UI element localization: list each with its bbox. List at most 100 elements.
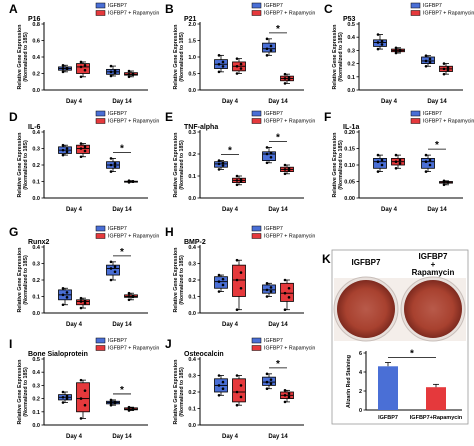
y-axis-label: Relative Gene Expression bbox=[17, 132, 23, 197]
y-tick-label: 0.0 bbox=[32, 311, 40, 317]
y-tick-label: 0.8 bbox=[32, 22, 40, 28]
data-point bbox=[235, 183, 239, 187]
data-point bbox=[239, 286, 243, 290]
y-tick-label: 2 bbox=[359, 389, 362, 395]
x-category-label: Day 4 bbox=[66, 434, 83, 440]
data-point bbox=[109, 64, 113, 68]
y-axis-label: Relative Gene Expression bbox=[332, 132, 338, 197]
data-point bbox=[127, 298, 131, 302]
data-point bbox=[221, 277, 225, 281]
legend-swatch bbox=[95, 233, 106, 239]
panel-c: C P53 Relative Gene Expression (Normalized … bbox=[324, 2, 474, 105]
panel-letter: J bbox=[165, 337, 172, 351]
box bbox=[76, 144, 90, 154]
data-point bbox=[65, 291, 69, 294]
y-tick-label: 0.4 bbox=[347, 35, 356, 41]
data-point bbox=[265, 372, 269, 376]
data-point bbox=[65, 394, 69, 398]
data-point bbox=[394, 167, 398, 170]
legend-label: IGFBP7 + Rapamycin bbox=[108, 346, 159, 352]
y-axis-label: Relative Gene Expression bbox=[17, 247, 23, 312]
y-tick-label: 0.4 bbox=[188, 245, 197, 251]
significance-star: * bbox=[276, 132, 280, 143]
significance-star: * bbox=[276, 359, 280, 370]
data-point bbox=[376, 160, 380, 163]
data-point bbox=[269, 156, 273, 159]
significance-star: * bbox=[120, 385, 124, 396]
image-label: Rapamycin bbox=[412, 268, 455, 277]
panel-letter: E bbox=[165, 110, 173, 124]
y-tick-label: 6 bbox=[359, 351, 362, 357]
data-point bbox=[424, 54, 428, 57]
data-point bbox=[221, 283, 225, 287]
data-point bbox=[109, 398, 113, 402]
significance-star: * bbox=[120, 247, 124, 258]
box bbox=[76, 382, 90, 413]
data-point bbox=[217, 394, 221, 397]
data-point bbox=[61, 143, 65, 147]
data-point bbox=[83, 145, 87, 149]
legend-swatch bbox=[95, 118, 106, 124]
data-point bbox=[221, 164, 225, 167]
x-category-label: IGFBP7 bbox=[378, 415, 398, 421]
panel-title: P21 bbox=[184, 16, 197, 23]
data-point bbox=[428, 158, 432, 162]
y-tick-label: 0.0 bbox=[32, 423, 40, 429]
y-tick-label: 0.0 bbox=[188, 423, 196, 429]
data-point bbox=[109, 401, 113, 404]
x-category-label: Day 4 bbox=[222, 207, 239, 213]
data-point bbox=[131, 407, 135, 410]
legend-swatch bbox=[410, 110, 421, 117]
box bbox=[214, 276, 228, 289]
x-category-label: Day 4 bbox=[222, 434, 239, 440]
legend-swatch bbox=[95, 2, 106, 9]
image-label: IGFBP7 bbox=[352, 258, 381, 267]
data-point bbox=[394, 51, 398, 55]
data-point bbox=[376, 33, 380, 36]
panel-letter: B bbox=[165, 2, 174, 16]
data-point bbox=[287, 395, 291, 399]
data-point bbox=[424, 170, 428, 173]
data-point bbox=[79, 147, 83, 150]
data-point bbox=[265, 54, 269, 57]
y-tick-label: 0.4 bbox=[32, 245, 41, 251]
box bbox=[373, 157, 387, 169]
y-tick-label: 0.10 bbox=[344, 163, 355, 169]
y-axis-label: (Normalized to 18S) bbox=[179, 367, 185, 417]
data-point bbox=[265, 282, 269, 285]
x-category-label: Day 14 bbox=[268, 322, 288, 328]
data-point bbox=[127, 73, 131, 76]
data-point bbox=[65, 150, 69, 154]
data-point bbox=[283, 77, 287, 80]
data-point bbox=[217, 168, 221, 171]
legend-label: IGFBP7 + Rapamycin bbox=[423, 119, 474, 125]
y-tick-label: 0.3 bbox=[32, 262, 40, 268]
data-point bbox=[79, 60, 83, 64]
data-point bbox=[79, 397, 83, 400]
y-tick-label: 1.0 bbox=[188, 55, 196, 61]
data-point bbox=[83, 299, 87, 302]
data-point bbox=[109, 70, 113, 74]
data-point bbox=[235, 403, 239, 407]
data-point bbox=[109, 267, 113, 270]
panel-j: J Osteocalcin Relative Gene Expression (Nor… bbox=[165, 337, 315, 440]
data-point bbox=[83, 403, 87, 407]
box bbox=[214, 161, 228, 168]
data-point bbox=[424, 59, 428, 63]
data-point bbox=[394, 160, 398, 163]
x-category-label: Day 14 bbox=[112, 434, 132, 440]
y-tick-label: 0.1 bbox=[32, 410, 40, 416]
legend-swatch bbox=[95, 225, 106, 232]
data-point bbox=[61, 286, 65, 290]
data-point bbox=[235, 308, 239, 312]
y-tick-label: 0.1 bbox=[188, 407, 196, 413]
y-tick-label: 0.1 bbox=[32, 180, 40, 186]
panel-k-frame bbox=[331, 249, 469, 425]
data-point bbox=[65, 397, 69, 400]
data-point bbox=[269, 290, 273, 293]
data-point bbox=[376, 153, 380, 157]
data-point bbox=[283, 394, 287, 397]
y-tick-label: 0.00 bbox=[344, 196, 355, 202]
data-point bbox=[113, 162, 117, 165]
